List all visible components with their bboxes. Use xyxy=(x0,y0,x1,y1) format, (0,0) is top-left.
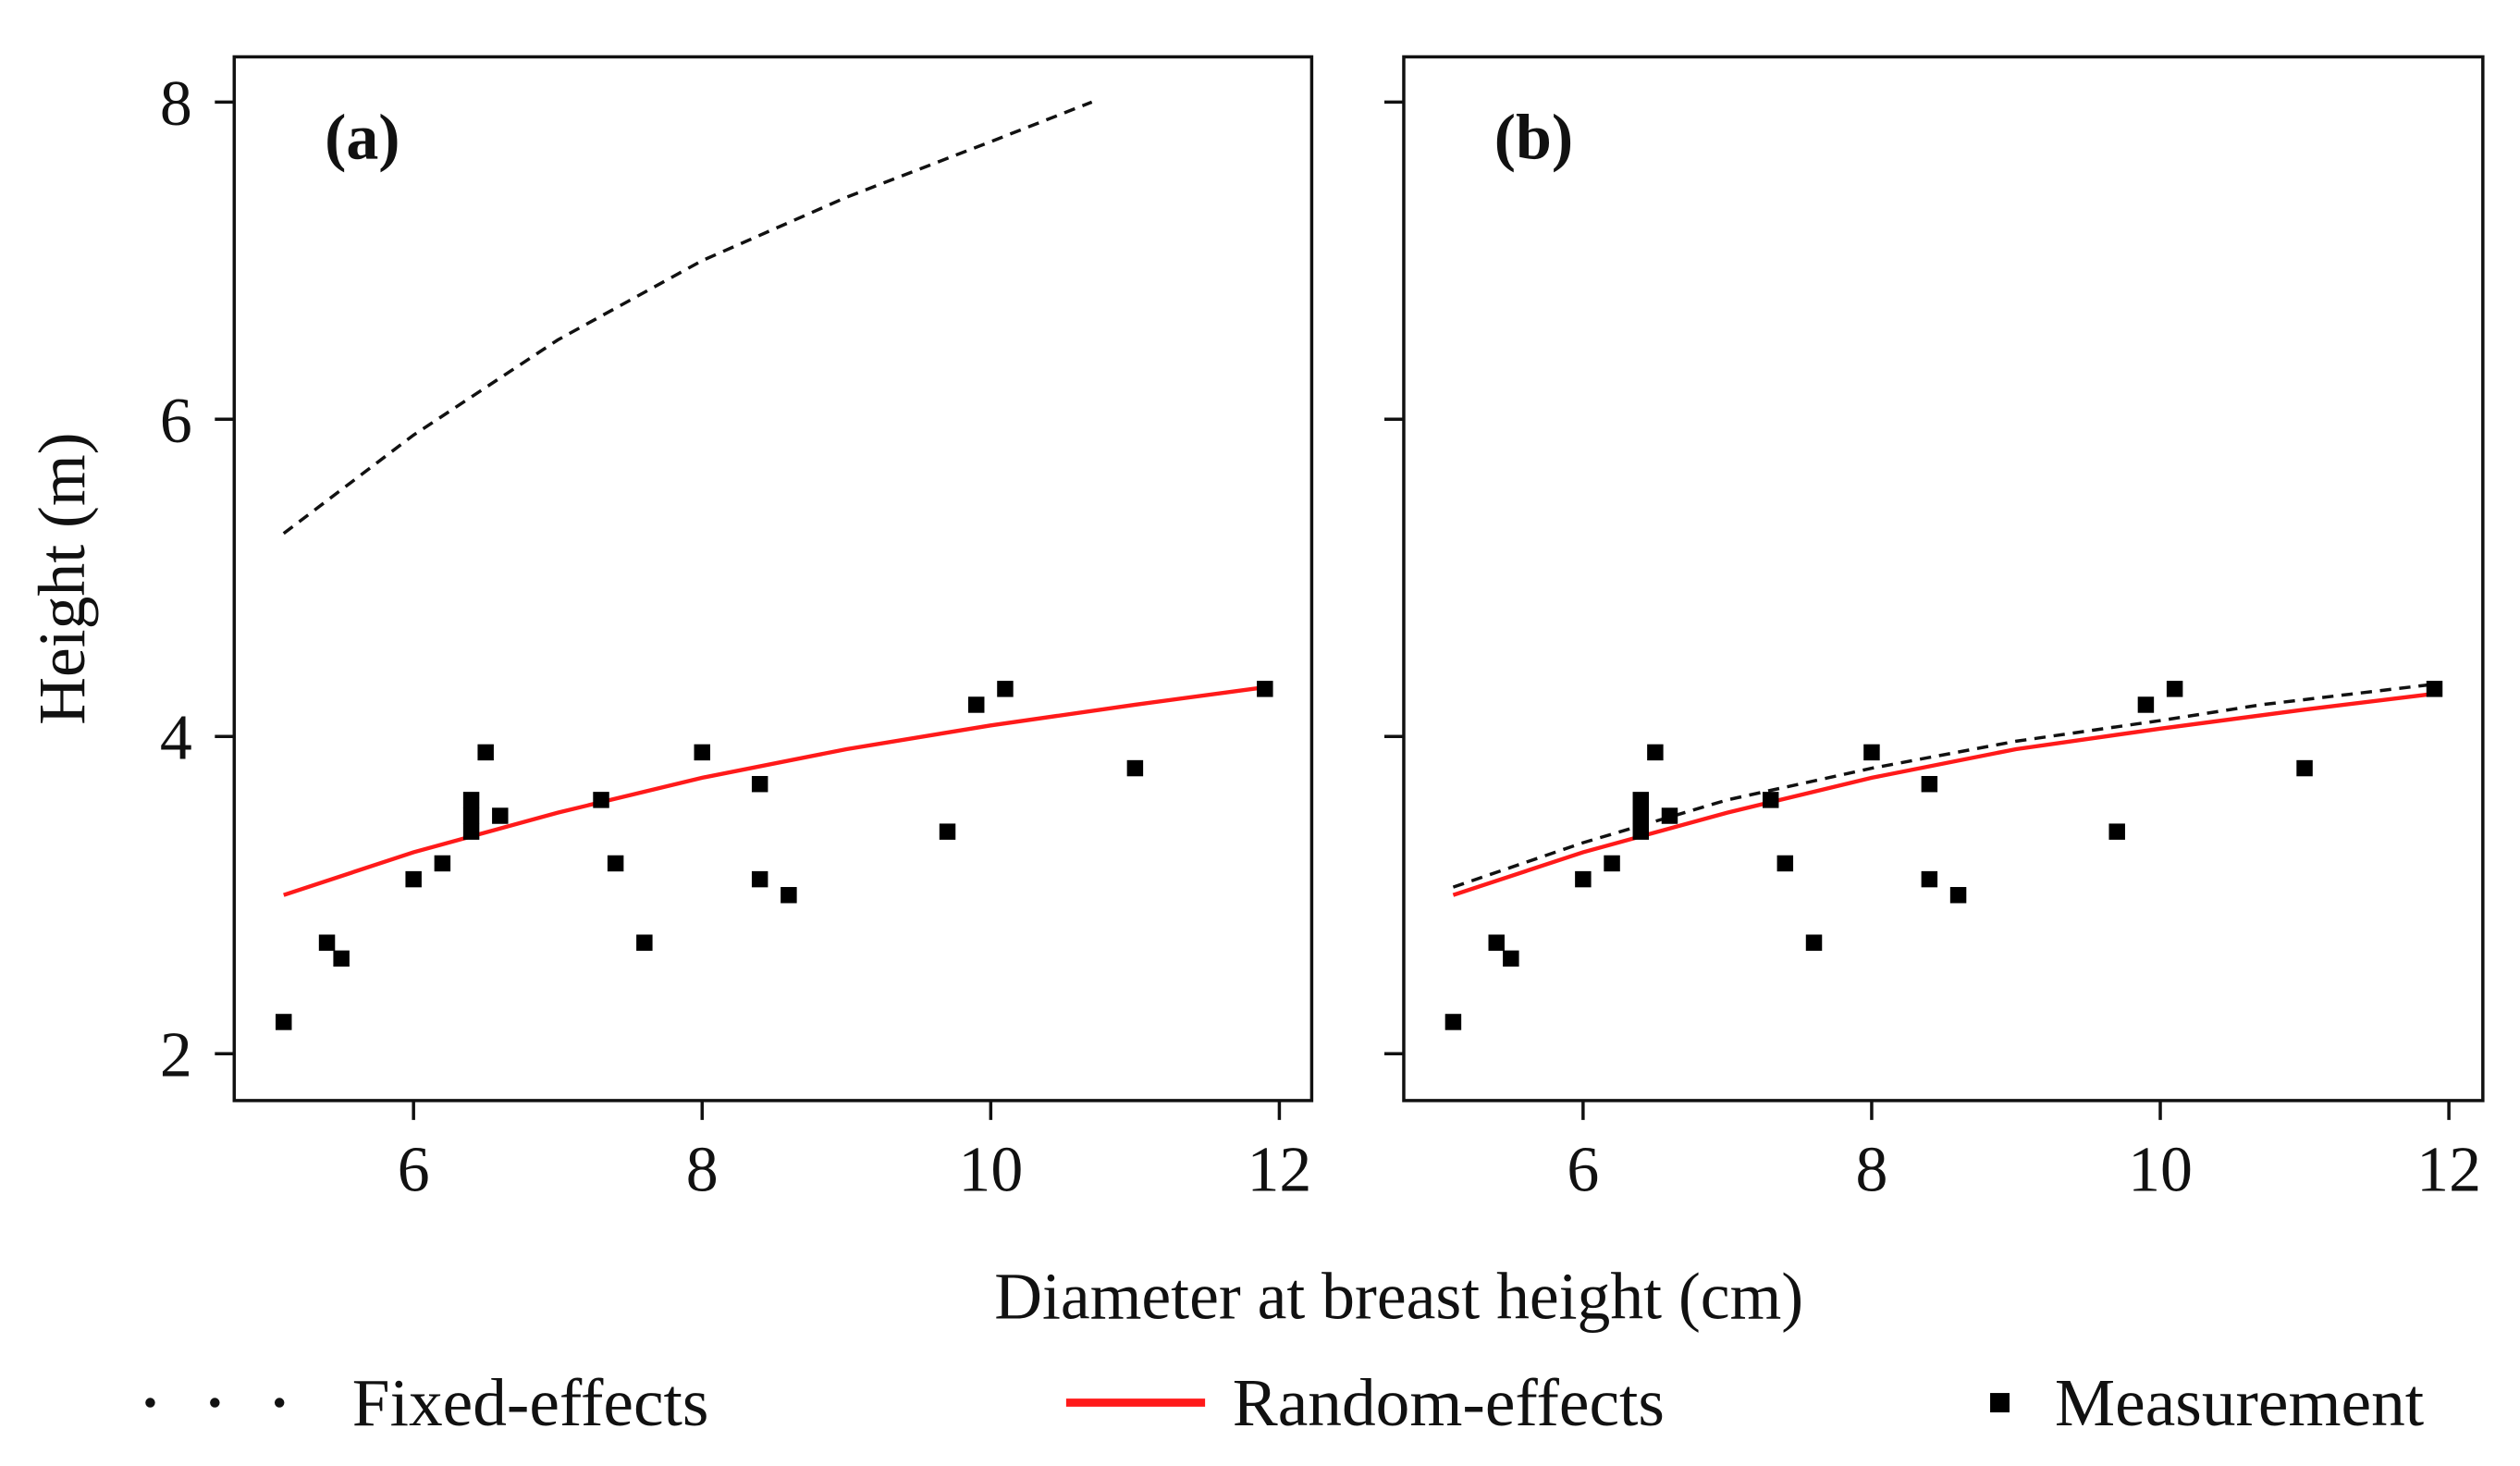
measurement-point xyxy=(1257,681,1273,697)
measurement-point xyxy=(1921,870,1938,888)
measurement-point xyxy=(276,1014,292,1030)
measurement-point xyxy=(333,950,350,967)
x-tick-label: 6 xyxy=(1567,1135,1599,1206)
legend-measurement-label: Measurement xyxy=(2055,1365,2424,1440)
panel-label: (b) xyxy=(1494,103,1573,174)
measurement-point xyxy=(1921,775,1938,793)
y-tick-label: 6 xyxy=(160,386,192,457)
legend-random-label: Random-effects xyxy=(1233,1365,1665,1440)
fixed-effects-line xyxy=(282,100,1093,536)
y-tick-label: 4 xyxy=(160,703,192,774)
measurement-point xyxy=(1575,870,1592,888)
legend-fixed-marker xyxy=(145,1398,285,1408)
measurement-point xyxy=(318,934,336,951)
y-axis-label: Height (m) xyxy=(26,433,99,725)
measurement-point xyxy=(939,823,956,840)
x-tick-label: 12 xyxy=(2416,1135,2481,1206)
measurement-point xyxy=(434,855,451,872)
measurement-point xyxy=(1776,855,1794,872)
measurement-point xyxy=(636,934,653,951)
plot-frame xyxy=(1402,55,2485,1103)
measurement-point xyxy=(1632,823,1650,840)
measurement-point xyxy=(1488,934,1505,951)
measurement-point xyxy=(2296,759,2313,777)
panel-a: 6 8 10 12 2 4 6 8 (a) xyxy=(160,55,1314,1206)
x-tick-label: 10 xyxy=(958,1135,1023,1206)
measurement-point xyxy=(2426,681,2443,697)
measurement-point xyxy=(477,744,494,761)
measurement-point xyxy=(1604,855,1620,872)
x-tick-label: 8 xyxy=(1855,1135,1887,1206)
panel-b: 6 8 10 12 (b) xyxy=(1384,55,2485,1206)
y-tick-label: 2 xyxy=(160,1020,192,1091)
x-tick-label: 12 xyxy=(1247,1135,1311,1206)
measurement-point xyxy=(1647,744,1664,761)
measurement-point xyxy=(1632,807,1650,824)
measurement-point xyxy=(968,696,985,713)
measurement-point xyxy=(2137,696,2155,713)
measurement-point xyxy=(492,807,509,824)
legend-fixed-label: Fixed-effects xyxy=(352,1365,709,1440)
random-effects-line xyxy=(1452,691,2435,897)
x-tick-label: 6 xyxy=(398,1135,430,1206)
legend: Fixed-effects Random-effects Measurement xyxy=(145,1365,2424,1440)
measurement-point xyxy=(1863,744,1880,761)
measurement-point xyxy=(607,855,624,872)
measurement-point xyxy=(781,887,797,904)
y-tick-label: 8 xyxy=(160,68,192,140)
measurement-point xyxy=(593,792,609,808)
measurement-point xyxy=(1444,1014,1462,1030)
measurement-point xyxy=(405,870,422,888)
x-tick-label: 10 xyxy=(2128,1135,2193,1206)
legend-measurement-marker xyxy=(1990,1393,2010,1413)
measurement-point xyxy=(1632,792,1650,808)
measurement-point xyxy=(462,807,480,824)
x-axis-label: Diameter at breast height (cm) xyxy=(994,1261,1803,1334)
measurement-point xyxy=(997,681,1014,697)
measurement-point xyxy=(1503,950,1519,967)
fixed-effects-line xyxy=(1452,683,2435,889)
measurement-point xyxy=(1126,759,1144,777)
measurement-point xyxy=(751,870,768,888)
plot-frame xyxy=(232,55,1314,1103)
measurement-point xyxy=(1661,807,1678,824)
measurement-point xyxy=(751,775,768,793)
measurement-point xyxy=(1805,934,1823,951)
measurement-point xyxy=(2166,681,2183,697)
measurement-point xyxy=(2108,823,2125,840)
measurement-point xyxy=(462,792,480,808)
measurement-point xyxy=(1762,792,1779,808)
measurement-point xyxy=(694,744,710,761)
measurement-point xyxy=(462,823,480,840)
x-tick-label: 8 xyxy=(686,1135,719,1206)
random-effects-line xyxy=(283,684,1266,897)
panel-label: (a) xyxy=(325,103,400,174)
measurement-point xyxy=(1949,887,1967,904)
